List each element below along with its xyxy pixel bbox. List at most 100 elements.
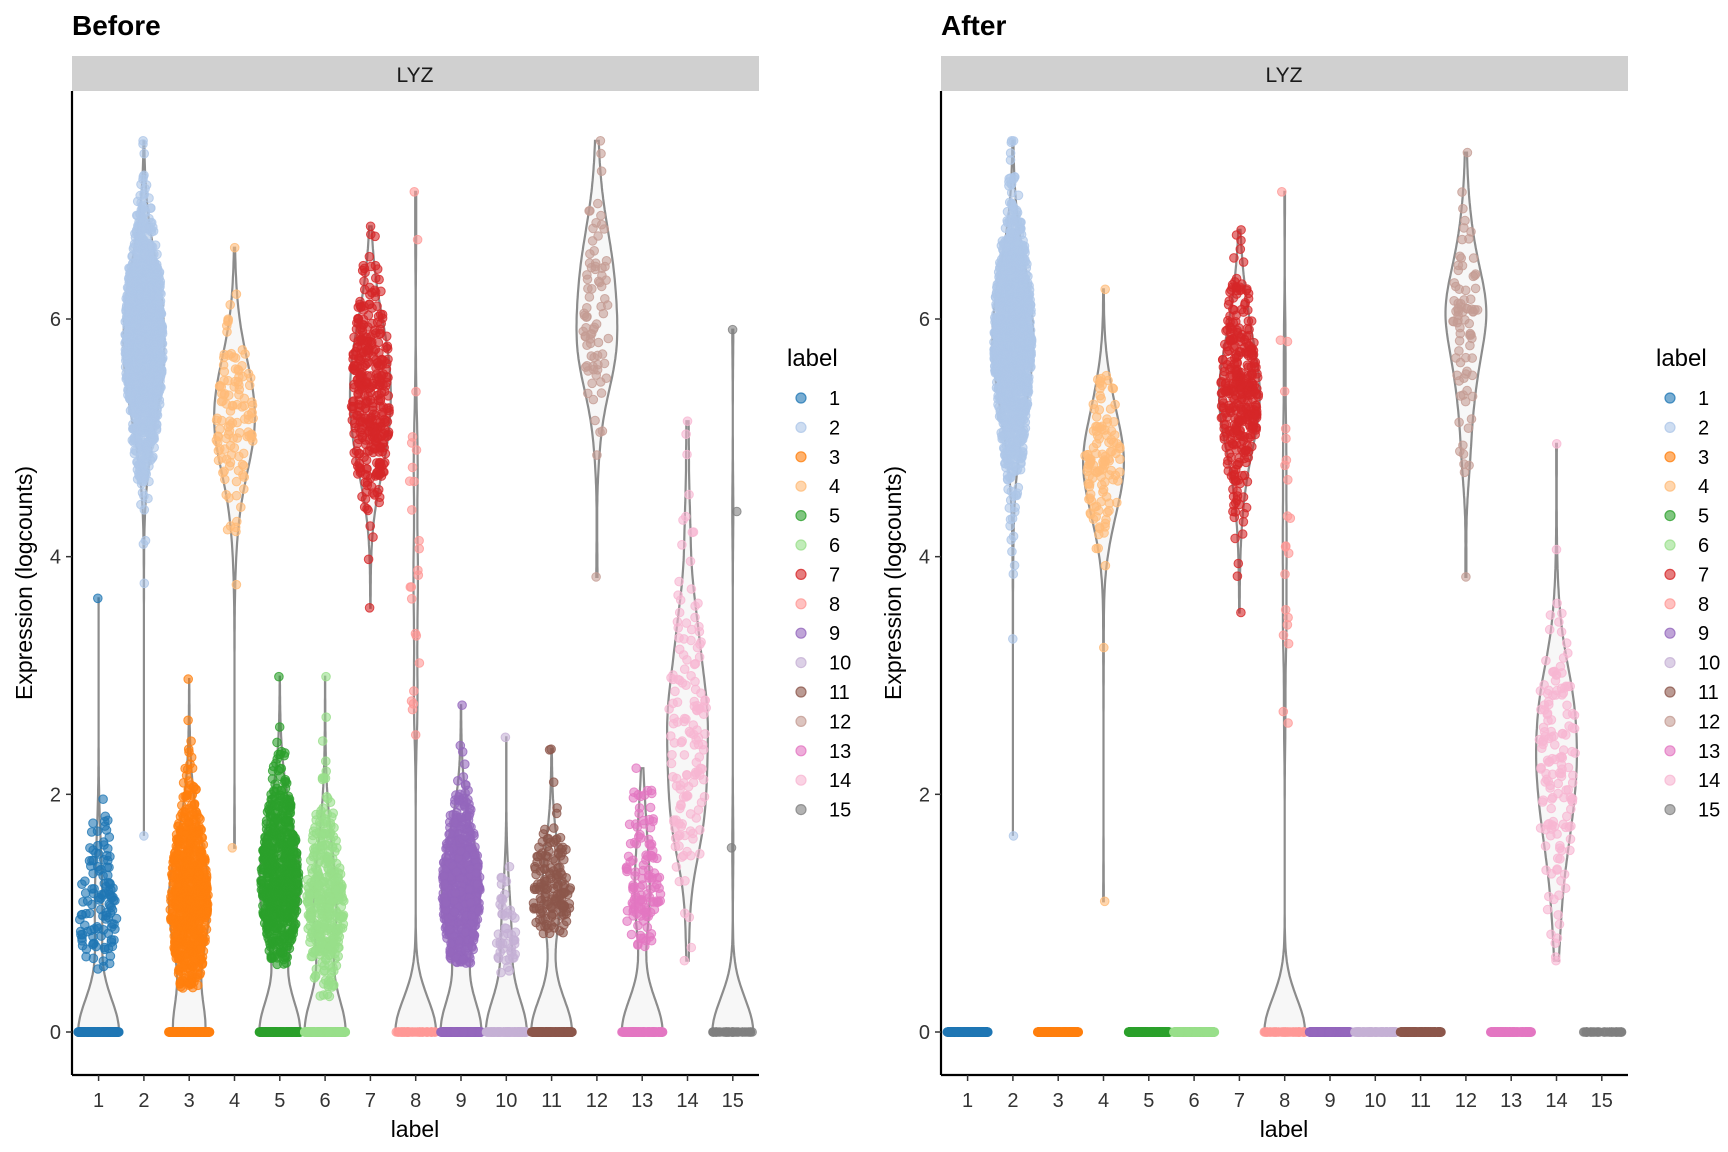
y-axis-title: Expression (logcounts) [11, 466, 37, 700]
data-point [192, 877, 203, 888]
data-point [325, 950, 335, 960]
data-point [223, 375, 233, 386]
data-point [202, 904, 213, 915]
data-point [321, 756, 331, 767]
data-point [186, 736, 196, 747]
data-point [104, 958, 115, 969]
data-point [221, 399, 232, 409]
data-point [212, 413, 222, 424]
data-point [148, 226, 159, 236]
data-point [133, 222, 143, 233]
data-point [220, 444, 230, 454]
data-point [231, 579, 242, 590]
data-point [414, 543, 425, 554]
data-point [365, 521, 376, 531]
data-point [317, 736, 328, 746]
data-point [357, 384, 367, 394]
data-point [326, 967, 337, 978]
data-point [156, 289, 166, 299]
data-point [234, 372, 244, 382]
data-point [370, 287, 381, 297]
data-point [353, 302, 364, 313]
data-point [327, 982, 337, 992]
data-point [106, 935, 117, 945]
data-point [368, 532, 378, 542]
data-point [181, 885, 192, 896]
data-point [362, 346, 373, 356]
data-point [181, 770, 192, 781]
data-point [130, 266, 140, 277]
facet-label: LYZ [397, 64, 434, 87]
data-point [274, 671, 284, 682]
data-point [364, 603, 375, 613]
data-point [331, 911, 341, 921]
data-point [82, 896, 93, 906]
data-point [375, 396, 386, 406]
data-point [359, 276, 369, 287]
data-point [111, 913, 122, 924]
data-point [271, 799, 281, 809]
data-point [410, 730, 421, 740]
data-point [140, 387, 151, 398]
data-point [314, 880, 324, 891]
data-point [370, 328, 381, 338]
data-point [351, 446, 362, 456]
data-point [183, 715, 193, 726]
data-point [412, 234, 423, 245]
data-point [93, 593, 103, 604]
data-point [405, 582, 416, 592]
data-point [279, 825, 289, 835]
data-point [176, 827, 187, 837]
data-point [374, 470, 385, 480]
data-point [406, 696, 417, 706]
data-point [265, 1027, 276, 1037]
data-point [139, 831, 149, 841]
data-point [189, 782, 199, 793]
data-point [99, 840, 109, 850]
data-point [100, 821, 110, 831]
plot-area [73, 136, 757, 1037]
data-point [323, 902, 334, 913]
data-point [280, 748, 290, 758]
data-point [310, 863, 321, 874]
data-point [186, 752, 197, 763]
data-point [82, 926, 93, 937]
data-point [414, 658, 425, 668]
data-point [138, 398, 149, 409]
data-point [354, 406, 365, 417]
data-point [166, 913, 176, 923]
data-point [99, 1027, 110, 1037]
data-point [189, 954, 200, 965]
data-point [234, 451, 244, 462]
data-point [227, 843, 238, 853]
data-point [272, 737, 282, 748]
data-point [317, 774, 328, 785]
data-point [140, 469, 150, 479]
violin-shape [394, 190, 438, 1034]
data-point [307, 835, 318, 845]
data-point [359, 263, 370, 274]
data-point [267, 827, 278, 838]
violin-group-5 [254, 671, 305, 1037]
data-point [124, 359, 134, 370]
data-point [74, 1027, 84, 1037]
data-point [406, 594, 417, 604]
data-point [139, 148, 149, 159]
data-point [332, 873, 343, 884]
data-point [310, 902, 321, 913]
data-point [183, 977, 194, 988]
data-point [186, 800, 197, 810]
data-point [155, 318, 165, 328]
data-point [323, 1027, 334, 1037]
data-point [315, 991, 326, 1001]
data-point [140, 249, 150, 260]
data-point [264, 883, 275, 894]
panel-title: Before [72, 10, 161, 41]
data-point [168, 863, 179, 873]
data-point [365, 221, 376, 232]
data-point [237, 402, 247, 412]
data-point [363, 554, 374, 565]
data-point [421, 1027, 431, 1037]
data-point [266, 953, 277, 964]
data-point [334, 1027, 345, 1037]
